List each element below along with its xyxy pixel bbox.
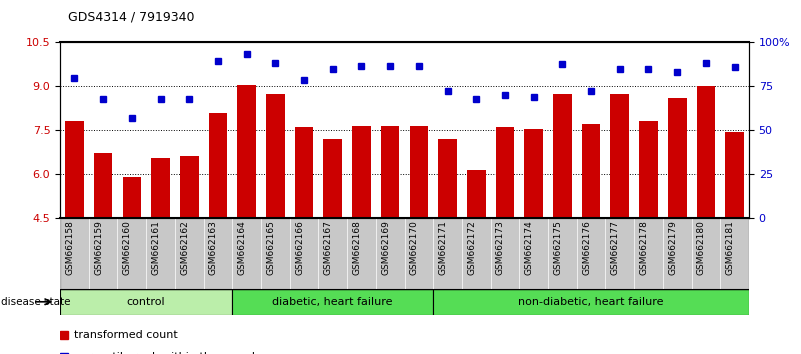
Bar	[232, 289, 433, 315]
Text: GSM662175: GSM662175	[553, 220, 562, 275]
Bar	[180, 156, 199, 218]
Text: GSM662161: GSM662161	[151, 220, 160, 275]
Text: GSM662178: GSM662178	[639, 220, 649, 275]
Text: GDS4314 / 7919340: GDS4314 / 7919340	[68, 11, 195, 24]
Bar	[60, 289, 232, 315]
Text: GSM662173: GSM662173	[496, 220, 505, 275]
Bar	[94, 154, 112, 218]
Text: GSM662176: GSM662176	[582, 220, 591, 275]
Bar	[496, 127, 514, 218]
Bar	[409, 126, 429, 218]
Bar	[151, 158, 170, 218]
Text: GSM662181: GSM662181	[726, 220, 735, 275]
Text: GSM662166: GSM662166	[295, 220, 304, 275]
Text: non-diabetic, heart failure: non-diabetic, heart failure	[518, 297, 664, 307]
Bar	[352, 126, 371, 218]
Bar	[697, 86, 715, 218]
Bar	[553, 93, 572, 218]
Bar	[295, 127, 313, 218]
Bar	[525, 129, 543, 218]
Text: GSM662160: GSM662160	[123, 220, 132, 275]
Text: percentile rank within the sample: percentile rank within the sample	[74, 352, 262, 354]
Bar	[208, 113, 227, 218]
Text: GSM662167: GSM662167	[324, 220, 332, 275]
Bar	[668, 98, 686, 218]
Text: GSM662174: GSM662174	[525, 220, 533, 275]
Bar	[725, 132, 744, 218]
Bar	[237, 85, 256, 218]
Bar	[266, 93, 284, 218]
Bar	[438, 139, 457, 218]
Text: GSM662172: GSM662172	[467, 220, 477, 275]
Text: GSM662177: GSM662177	[611, 220, 620, 275]
Bar	[433, 289, 749, 315]
Text: disease state: disease state	[1, 297, 70, 307]
Text: GSM662180: GSM662180	[697, 220, 706, 275]
Text: GSM662162: GSM662162	[180, 220, 189, 275]
Bar	[467, 170, 485, 218]
Text: GSM662165: GSM662165	[267, 220, 276, 275]
Text: GSM662159: GSM662159	[95, 220, 103, 275]
Text: GSM662171: GSM662171	[439, 220, 448, 275]
Text: GSM662163: GSM662163	[209, 220, 218, 275]
Bar	[380, 126, 400, 218]
Bar	[65, 121, 84, 218]
Text: GSM662164: GSM662164	[238, 220, 247, 275]
Text: GSM662169: GSM662169	[381, 220, 390, 275]
Text: GSM662168: GSM662168	[352, 220, 361, 275]
Text: GSM662170: GSM662170	[410, 220, 419, 275]
Bar	[639, 121, 658, 218]
Text: GSM662158: GSM662158	[66, 220, 74, 275]
Text: transformed count: transformed count	[74, 330, 178, 340]
Text: diabetic, heart failure: diabetic, heart failure	[272, 297, 393, 307]
Bar	[324, 139, 342, 218]
Bar	[582, 124, 601, 218]
Text: GSM662179: GSM662179	[668, 220, 677, 275]
Bar	[123, 177, 141, 218]
Bar	[610, 93, 629, 218]
Text: control: control	[127, 297, 166, 307]
